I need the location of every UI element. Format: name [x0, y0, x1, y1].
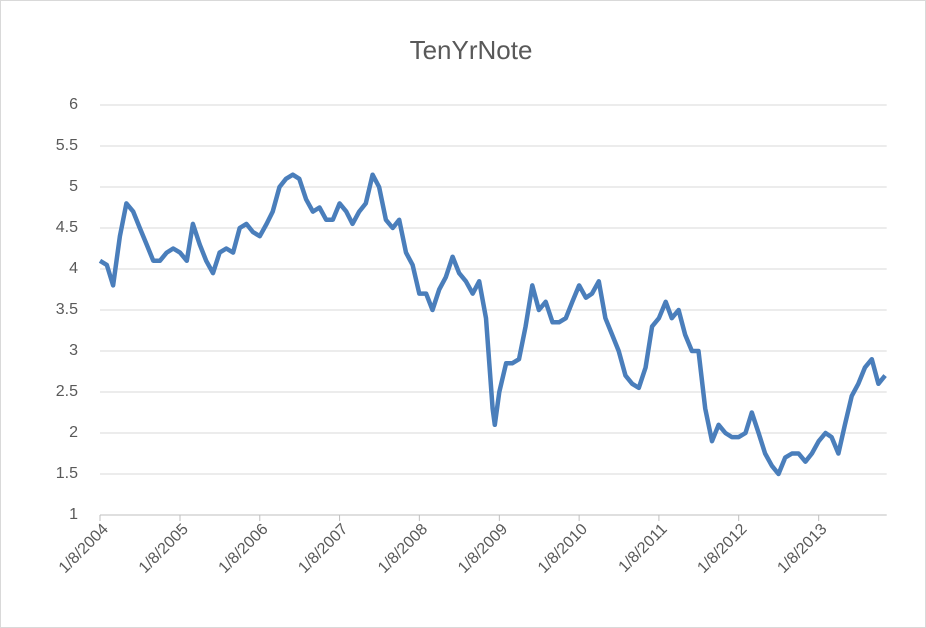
y-tick-label: 1.5	[56, 465, 78, 482]
y-tick-label: 2.5	[56, 383, 78, 400]
y-tick-label: 4.5	[56, 219, 78, 236]
data-line	[98, 172, 887, 477]
y-tick-label: 5.5	[56, 137, 78, 154]
y-tick-label: 3	[69, 342, 78, 359]
y-tick-label: 4	[69, 260, 78, 277]
y-tick-label: 6	[69, 96, 78, 113]
y-tick-label: 5	[69, 178, 78, 195]
chart-title: TenYrNote	[410, 35, 533, 65]
y-tick-label: 1	[69, 506, 78, 523]
y-tick-label: 2	[69, 424, 78, 441]
y-tick-label: 3.5	[56, 301, 78, 318]
